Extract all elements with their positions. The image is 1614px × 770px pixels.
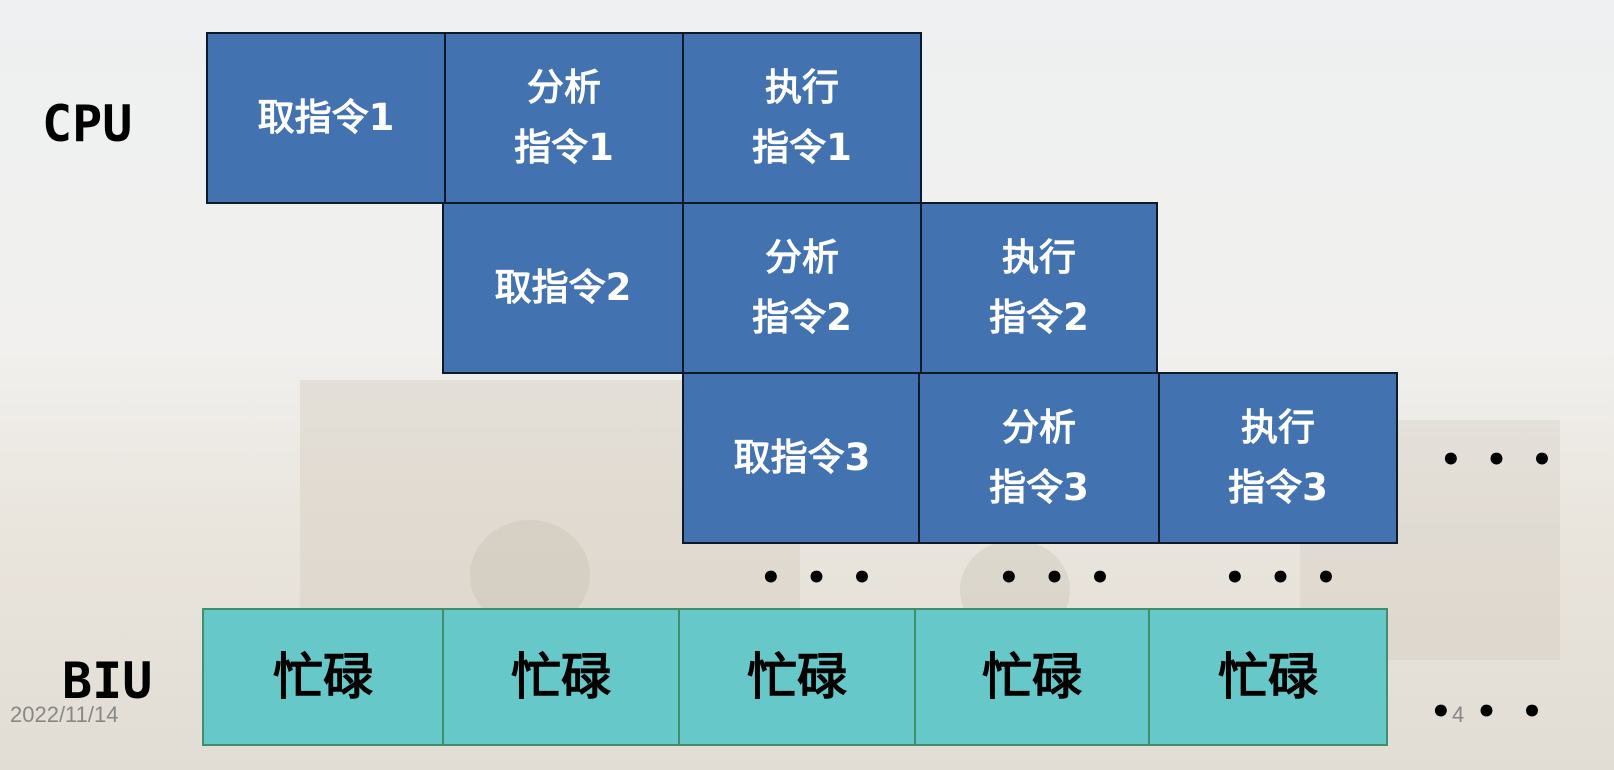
analyze-instruction-1-line1: 分析: [527, 66, 601, 109]
ellipsis-row3: • • •: [1440, 440, 1559, 480]
biu-busy-2: 忙碌: [442, 608, 680, 746]
ellipsis-col3: • • •: [1224, 558, 1343, 598]
fetch-instruction-1: 取指令1: [206, 32, 446, 204]
execute-instruction-3-line2: 指令3: [1228, 466, 1328, 509]
fetch-instruction-3-text: 取指令3: [733, 436, 871, 479]
fetch-instruction-2: 取指令2: [442, 202, 684, 374]
execute-instruction-2: 执行 指令2: [920, 202, 1158, 374]
execute-instruction-1: 执行 指令1: [682, 32, 922, 204]
biu-busy-2-text: 忙碌: [511, 647, 611, 706]
footer-date: 2022/11/14: [10, 702, 119, 727]
cpu-label: CPU: [42, 95, 133, 153]
biu-busy-1: 忙碌: [202, 608, 444, 746]
execute-instruction-1-line2: 指令1: [752, 126, 852, 169]
page-number: 4: [1452, 702, 1465, 727]
analyze-instruction-1-line2: 指令1: [514, 126, 614, 169]
ellipsis-col2: • • •: [998, 558, 1117, 598]
ellipsis-biu: • • •: [1430, 692, 1549, 732]
fetch-instruction-2-text: 取指令2: [494, 266, 632, 309]
execute-instruction-2-line2: 指令2: [989, 296, 1089, 339]
analyze-instruction-3-line2: 指令3: [989, 466, 1089, 509]
ellipsis-col1: • • •: [760, 558, 879, 598]
analyze-instruction-1: 分析 指令1: [444, 32, 684, 204]
fetch-instruction-1-text: 取指令1: [257, 96, 395, 139]
analyze-instruction-2: 分析 指令2: [682, 202, 922, 374]
fetch-instruction-3: 取指令3: [682, 372, 922, 544]
biu-busy-4: 忙碌: [914, 608, 1150, 746]
biu-label: BIU: [62, 652, 153, 710]
biu-busy-5: 忙碌: [1148, 608, 1388, 746]
execute-instruction-3-line1: 执行: [1241, 406, 1315, 449]
biu-busy-5-text: 忙碌: [1218, 647, 1318, 706]
analyze-instruction-2-line2: 指令2: [752, 296, 852, 339]
biu-busy-4-text: 忙碌: [982, 647, 1082, 706]
biu-busy-3-text: 忙碌: [747, 647, 847, 706]
execute-instruction-3: 执行 指令3: [1158, 372, 1398, 544]
execute-instruction-1-line1: 执行: [765, 66, 839, 109]
biu-busy-3: 忙碌: [678, 608, 916, 746]
analyze-instruction-3-line1: 分析: [1002, 406, 1076, 449]
biu-busy-1-text: 忙碌: [273, 647, 373, 706]
analyze-instruction-3: 分析 指令3: [918, 372, 1160, 544]
analyze-instruction-2-line1: 分析: [765, 236, 839, 279]
execute-instruction-2-line1: 执行: [1002, 236, 1076, 279]
